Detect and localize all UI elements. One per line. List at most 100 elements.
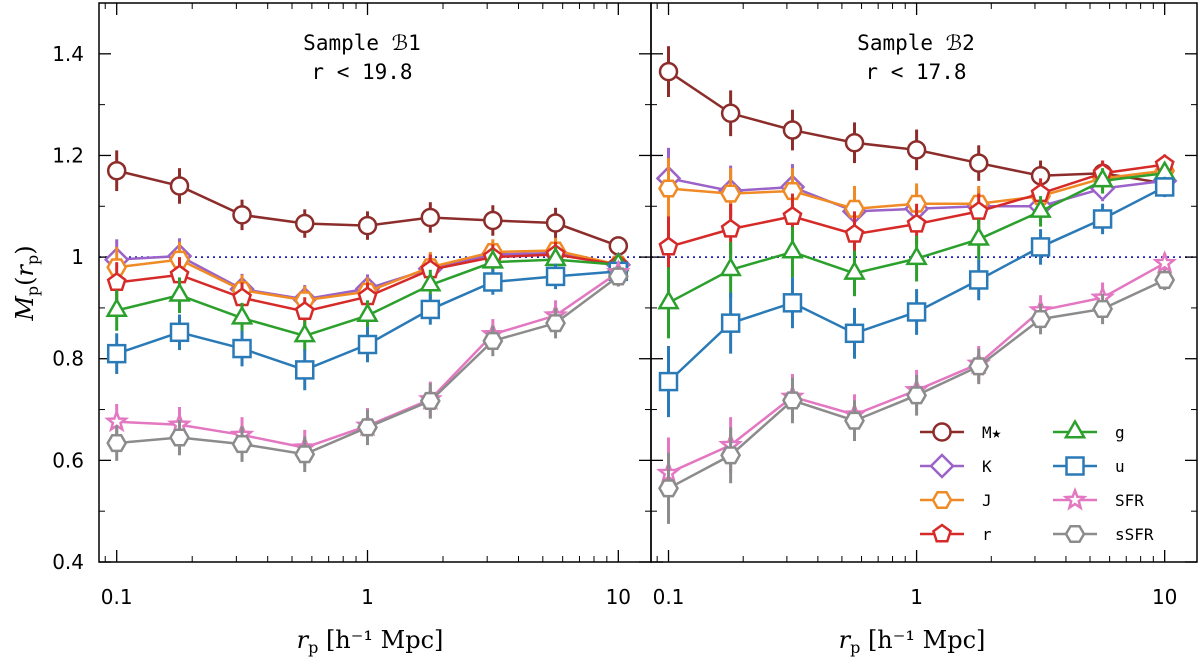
y-tick-label: 1.4 <box>52 42 84 66</box>
data-point <box>844 199 865 218</box>
data-point <box>968 153 989 173</box>
data-point <box>720 218 741 238</box>
legend-marker <box>1064 524 1086 544</box>
data-point <box>482 331 504 350</box>
ticks <box>651 2 1197 563</box>
series-group <box>655 46 1178 524</box>
data-point <box>658 479 679 498</box>
data-point <box>294 213 315 234</box>
y-axis-label: Mp(rp) <box>11 245 42 321</box>
data-point <box>658 371 679 392</box>
panel-title: Sample ℬ1 <box>303 31 421 55</box>
legend-entry-M★: M★ <box>920 422 1002 442</box>
legend-marker <box>1062 486 1088 511</box>
x-tick-label: 10 <box>1152 585 1177 609</box>
y-tick-label: 1 <box>71 245 84 269</box>
ticks <box>99 2 651 563</box>
data-point <box>906 302 927 322</box>
data-point <box>843 260 866 280</box>
data-point <box>545 314 566 333</box>
legend-label: K <box>982 457 992 476</box>
x-tick-label: 10 <box>606 585 631 609</box>
data-point <box>169 322 190 343</box>
y-tick-label: 0.8 <box>52 347 84 371</box>
data-point <box>720 103 741 124</box>
data-point <box>968 357 990 376</box>
y-tick-label: 1.2 <box>52 143 84 167</box>
legend-marker <box>1065 456 1085 476</box>
legend-label: u <box>1115 457 1125 476</box>
series-M★ <box>106 150 629 256</box>
legend-entry-sSFR: sSFR <box>1053 524 1154 544</box>
legend-entry-J: J <box>920 490 992 510</box>
x-tick-label: 0.1 <box>101 585 133 609</box>
data-point <box>420 299 441 320</box>
data-point <box>483 272 503 292</box>
data-point <box>420 207 441 228</box>
legend-label: J <box>982 491 992 510</box>
legend-entry-K: K <box>920 453 992 479</box>
data-point <box>105 297 128 317</box>
data-point <box>720 184 742 203</box>
data-point <box>1154 270 1176 289</box>
data-point <box>1154 177 1175 197</box>
data-point <box>782 391 803 410</box>
data-point <box>545 213 566 233</box>
data-point <box>1030 237 1051 257</box>
data-point <box>1091 167 1114 188</box>
legend-label: g <box>1115 423 1125 442</box>
data-point <box>782 205 803 225</box>
data-point <box>657 289 680 310</box>
panel-1: 0.1 1 10 0.4 0.6 0.8 1 1.2 1.4 Sample ℬ1 r < 19.8 <box>52 2 652 609</box>
legend-label: sSFR <box>1115 525 1154 544</box>
data-point <box>232 205 252 225</box>
data-point <box>106 160 127 181</box>
data-point <box>1029 198 1052 218</box>
data-point <box>1152 250 1178 274</box>
series-sSFR <box>106 266 629 473</box>
data-point <box>844 133 865 153</box>
data-point <box>906 140 927 160</box>
legend-entry-g: g <box>1053 418 1125 442</box>
data-point <box>106 343 127 364</box>
data-point <box>230 305 254 325</box>
data-point <box>719 256 742 277</box>
data-point <box>357 334 378 355</box>
x-tick-label: 1 <box>910 585 923 609</box>
data-point <box>1092 209 1113 229</box>
data-point <box>906 213 927 233</box>
data-point <box>782 293 803 313</box>
data-point <box>781 239 804 259</box>
legend-label: M★ <box>982 423 1002 442</box>
data-point <box>545 266 566 287</box>
data-point <box>293 322 316 343</box>
legend-label: r <box>982 525 992 544</box>
data-point <box>294 360 315 380</box>
data-point <box>231 435 253 454</box>
data-point <box>782 120 803 140</box>
data-point <box>294 300 315 320</box>
data-point <box>720 313 741 333</box>
legend-marker <box>931 490 953 510</box>
data-point <box>356 302 379 323</box>
data-point <box>968 270 989 290</box>
legend-marker <box>931 523 953 543</box>
data-point <box>1092 299 1114 318</box>
legend-marker <box>1063 418 1087 439</box>
x-tick-label: 0.1 <box>653 585 685 609</box>
data-point <box>357 418 378 437</box>
y-tick-label: 0.6 <box>52 448 84 472</box>
data-point <box>232 338 252 359</box>
series-u <box>658 176 1175 418</box>
panel-title: Sample ℬ2 <box>857 31 975 55</box>
legend-entry-r: r <box>920 523 992 544</box>
data-point <box>483 210 503 231</box>
data-point <box>782 181 803 201</box>
legend-entry-SFR: SFR <box>1053 486 1144 511</box>
data-point <box>168 282 191 302</box>
data-point <box>844 323 865 344</box>
data-point <box>106 271 127 292</box>
data-point <box>968 200 989 220</box>
data-point <box>106 434 128 453</box>
